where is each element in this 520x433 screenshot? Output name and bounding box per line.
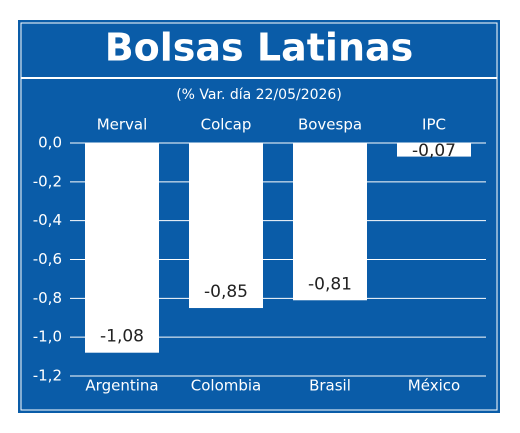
y-tick-label: -0,6: [33, 250, 62, 268]
x-tick-label: Brasil: [309, 377, 351, 395]
chart-title: Bolsas Latinas: [105, 26, 414, 70]
value-label: -0,07: [412, 141, 456, 161]
chart-subtitle: (% Var. día 22/05/2026): [176, 87, 342, 103]
y-tick-label: -1,0: [33, 328, 62, 346]
bar: [293, 143, 367, 301]
y-tick-label: 0,0: [38, 134, 62, 152]
bar: [189, 143, 263, 309]
index-label: Colcap: [201, 116, 252, 134]
x-tick-label: Colombia: [191, 377, 262, 395]
value-label: -1,08: [100, 327, 144, 347]
index-label: Merval: [97, 116, 148, 134]
value-label: -0,81: [308, 274, 352, 294]
y-tick-label: -1,2: [33, 367, 62, 385]
x-tick-label: México: [408, 377, 460, 395]
bar: [85, 143, 159, 353]
frame: [20, 22, 498, 411]
index-label: Bovespa: [298, 116, 362, 134]
y-tick-label: -0,2: [33, 172, 62, 190]
index-label: IPC: [422, 116, 446, 134]
bar: [397, 143, 471, 157]
y-tick-label: -0,8: [33, 289, 62, 307]
value-label: -0,85: [204, 282, 248, 302]
x-tick-label: Argentina: [85, 377, 158, 395]
y-tick-label: -0,4: [33, 211, 62, 229]
